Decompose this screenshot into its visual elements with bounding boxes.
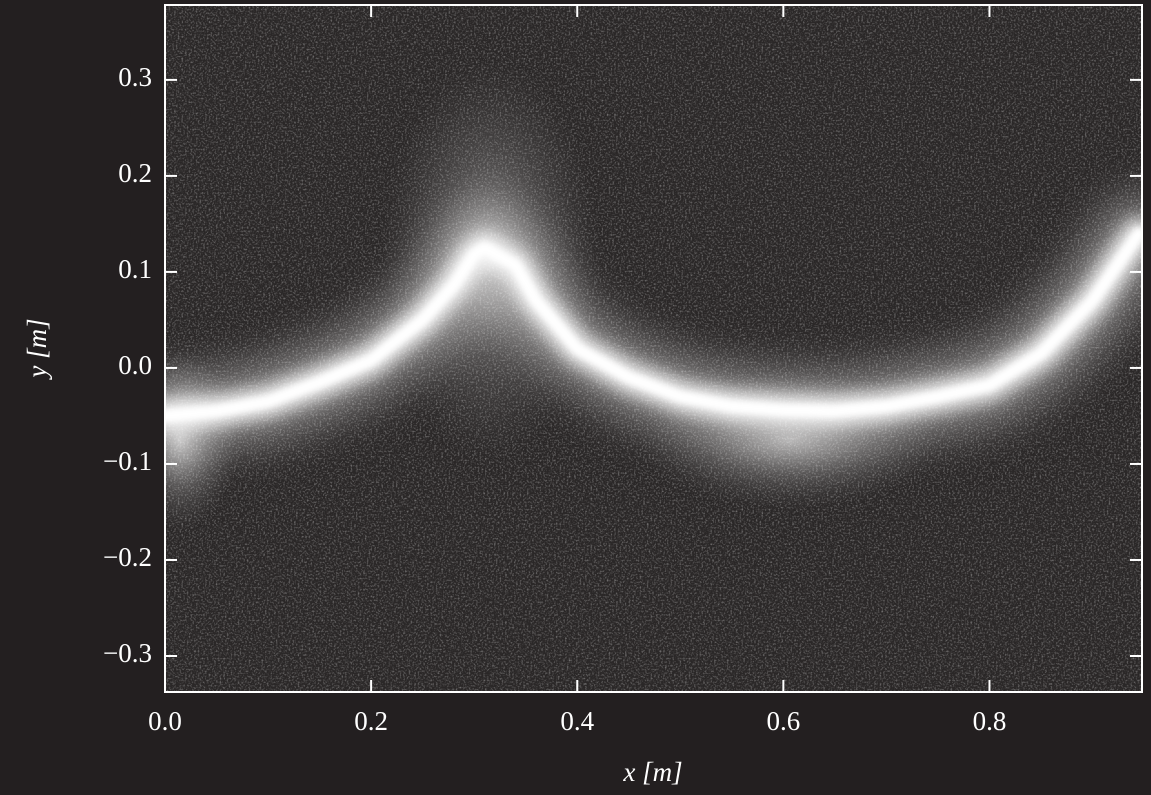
y-tick-label: 0.3 <box>118 62 152 92</box>
y-tick-label: 0.0 <box>118 350 152 380</box>
x-tick-label: 0.6 <box>766 706 800 736</box>
x-axis-label: x [m] <box>622 757 682 787</box>
plot-image <box>165 5 1142 692</box>
x-tick-label: 0.4 <box>560 706 594 736</box>
x-tick-label: 0.2 <box>354 706 388 736</box>
x-tick-label: 0.0 <box>148 706 182 736</box>
ridge <box>165 227 1142 422</box>
y-tick-label: −0.1 <box>103 446 152 476</box>
y-tick-label: −0.3 <box>103 638 152 668</box>
y-tick-label: −0.2 <box>103 542 152 572</box>
y-axis-label: y [m] <box>22 318 52 380</box>
plot-frame <box>164 4 1143 693</box>
y-tick-label: 0.1 <box>118 254 152 284</box>
x-tick-label: 0.8 <box>973 706 1007 736</box>
y-tick-label: 0.2 <box>118 158 152 188</box>
